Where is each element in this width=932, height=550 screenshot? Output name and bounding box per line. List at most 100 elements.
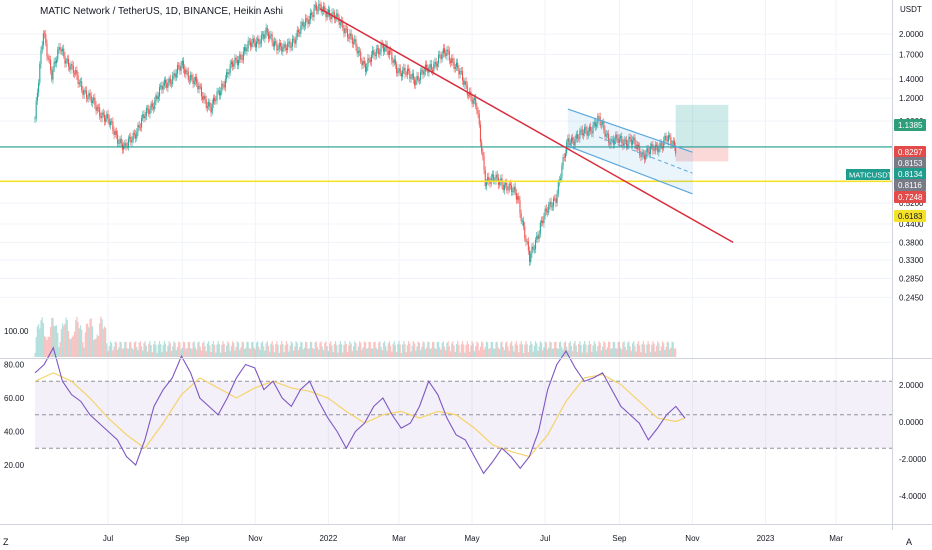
volume-bar <box>45 337 47 357</box>
candle-body <box>574 139 576 146</box>
volume-bar <box>461 341 464 357</box>
volume-bar <box>202 342 204 357</box>
rsi-axis[interactable]: 100.00 80.00 60.00 40.00 20.00 <box>4 327 29 470</box>
candle-body <box>67 59 70 67</box>
volume-bar <box>617 342 619 357</box>
oscillator-axis[interactable]: 2.0000 0.0000 -2.0000 -4.0000 <box>899 381 927 501</box>
volume-bar <box>618 341 620 357</box>
volume-bar <box>602 346 604 357</box>
candle-body <box>114 131 116 135</box>
volume-bar <box>65 317 67 357</box>
candle-body <box>645 154 647 160</box>
volume-bar <box>192 342 194 357</box>
candle-body <box>214 97 216 102</box>
candle-body <box>551 206 553 208</box>
volume-bar <box>524 344 526 357</box>
rsi-lines <box>34 346 686 475</box>
candle-body <box>221 83 223 92</box>
candle-body <box>556 193 558 203</box>
candle-body <box>164 79 167 84</box>
volume-bar <box>439 347 441 357</box>
candle-body <box>414 79 416 86</box>
candle-body <box>288 41 290 44</box>
candle-body <box>50 59 52 71</box>
volume-bar <box>441 342 443 357</box>
volume-bar <box>455 343 458 357</box>
volume-bar <box>669 349 671 357</box>
candle-body <box>422 69 424 75</box>
candle-body <box>402 70 404 77</box>
volume-bar <box>271 341 273 357</box>
volume-bar <box>367 347 369 357</box>
candle-body <box>103 114 106 122</box>
volume-bar <box>160 344 162 357</box>
volume-bar <box>664 350 666 357</box>
volume-bar <box>493 348 495 357</box>
volume-bar <box>254 349 256 357</box>
candle-body <box>454 66 456 69</box>
volume-bar <box>239 349 241 357</box>
volume-bar <box>398 341 400 357</box>
candle-body <box>38 82 40 93</box>
candle-body <box>490 176 492 184</box>
volume-bar <box>495 342 497 357</box>
rsi-line <box>34 346 686 475</box>
volume-bar <box>380 347 382 357</box>
candle-body <box>319 4 321 5</box>
long-position-box[interactable] <box>675 104 729 162</box>
price-tick-label: 2.0000 <box>899 30 924 39</box>
volume-bar <box>433 341 435 357</box>
volume-bar <box>434 347 436 357</box>
candle-body <box>186 70 188 72</box>
volume-bar <box>672 342 674 357</box>
volume-bar <box>600 350 603 357</box>
candle-body <box>277 48 279 51</box>
volume-bar <box>196 349 198 357</box>
candle-body <box>545 208 547 212</box>
volume-bar <box>427 341 429 357</box>
candle-body <box>433 64 435 72</box>
volume-bar <box>255 342 258 357</box>
volume-bar <box>109 341 112 357</box>
volume-bar <box>200 350 203 357</box>
candle-body <box>616 134 618 139</box>
time-tick-label: Jul <box>540 534 550 543</box>
candle-body <box>653 150 655 152</box>
candle-body <box>65 60 67 64</box>
volume-bar <box>190 347 192 357</box>
candle-body <box>382 45 385 52</box>
candle-body <box>482 151 484 157</box>
candle-body <box>109 121 111 125</box>
chart-drawings[interactable] <box>0 8 892 244</box>
volume-bar <box>301 342 303 357</box>
auto-scale-button[interactable]: A <box>906 537 912 547</box>
volume-bar <box>230 346 232 357</box>
zoom-button[interactable]: Z <box>3 537 9 547</box>
candle-body <box>400 73 402 77</box>
time-axis[interactable]: Jul Sep Nov 2022 Mar May Jul Sep Nov 2023 Mar <box>103 534 843 543</box>
volume-bar <box>489 347 491 357</box>
volume-bar <box>373 342 375 357</box>
candle-body <box>200 86 202 97</box>
volume-bar <box>289 345 291 357</box>
candle-body <box>586 130 588 136</box>
volume-bar <box>113 346 115 357</box>
candle-body <box>147 108 149 110</box>
candle-body <box>187 71 189 80</box>
volume-bar <box>578 343 580 357</box>
candle-body <box>532 246 534 250</box>
candle-body <box>447 49 449 52</box>
candle-body <box>409 71 411 79</box>
candle-body <box>198 85 200 90</box>
candlesticks[interactable] <box>34 0 677 266</box>
volume-bar <box>484 347 486 357</box>
candle-body <box>191 74 193 78</box>
volume-bar <box>51 317 53 357</box>
volume-bar <box>259 350 261 357</box>
volume-bar <box>610 349 612 357</box>
candle-body <box>560 177 562 181</box>
candle-body <box>220 91 222 96</box>
volume-bar <box>653 343 655 357</box>
candle-body <box>89 93 91 97</box>
